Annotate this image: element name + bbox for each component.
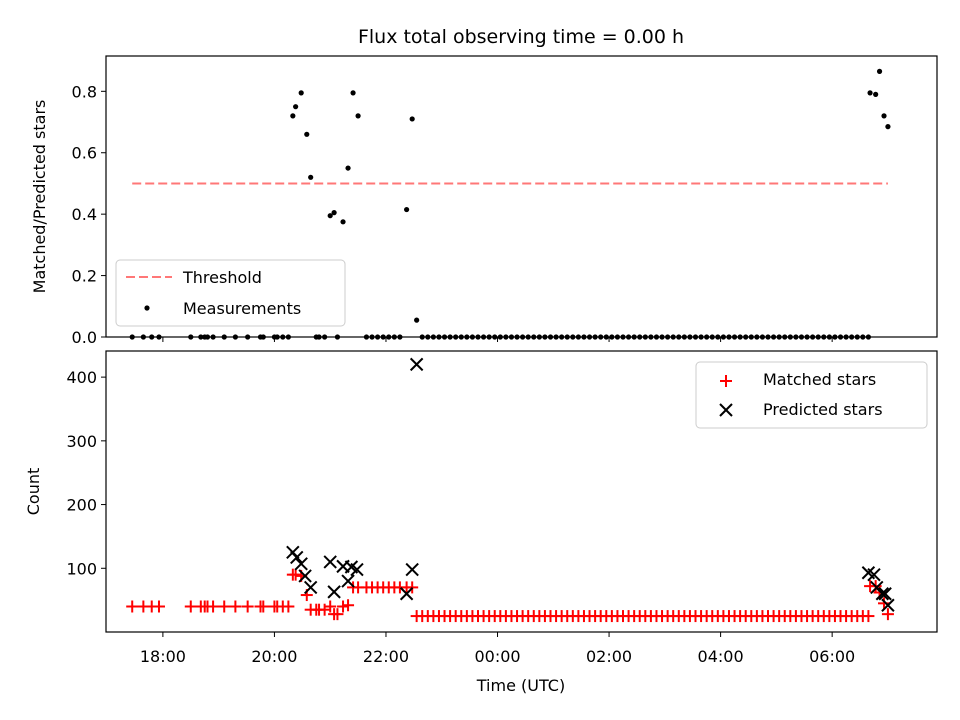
predicted-star-point xyxy=(875,587,890,601)
measurement-point xyxy=(327,213,333,219)
measurement-point xyxy=(340,219,346,225)
measurements-legend-swatch xyxy=(144,305,150,311)
x-tick-label: 06:00 xyxy=(809,647,855,666)
x-tick-label: 04:00 xyxy=(698,647,744,666)
matched-star-point xyxy=(289,568,302,581)
measurement-point xyxy=(355,113,361,119)
ratio-axes-frame xyxy=(105,55,938,338)
matched-star-point xyxy=(331,608,344,621)
matched-star-point xyxy=(878,597,891,610)
predicted-star-point xyxy=(867,567,881,582)
measurement-point xyxy=(345,165,351,171)
x-axis-label: Time (UTC) xyxy=(476,676,565,695)
matched-star-point xyxy=(241,600,254,613)
y-tick-label: 0.6 xyxy=(72,144,97,163)
y-tick-label: 300 xyxy=(66,432,97,451)
predicted-star-point xyxy=(409,357,424,372)
threshold-legend-label: Threshold xyxy=(182,268,262,287)
predicted-star-point xyxy=(405,562,419,577)
measurements-legend-label: Measurements xyxy=(183,299,301,318)
x-tick-label: 20:00 xyxy=(251,647,297,666)
matched-star-point xyxy=(218,600,231,613)
ratio-x-ticks xyxy=(162,337,833,342)
count-y-axis-label: Count xyxy=(24,468,43,516)
figure-title: Flux total observing time = 0.00 h xyxy=(358,26,684,48)
x-tick-label: 22:00 xyxy=(363,647,409,666)
y-tick-label: 100 xyxy=(66,559,97,578)
count-legend-box xyxy=(695,361,928,429)
y-tick-label: 0.2 xyxy=(72,267,97,286)
ratio-legend-box xyxy=(115,259,346,327)
predicted-star-point xyxy=(298,569,312,583)
measurement-point xyxy=(304,131,310,137)
predicted-star-point xyxy=(878,587,892,601)
count-axes-frame xyxy=(105,350,938,633)
measurement-point xyxy=(298,90,304,96)
matched-star-point xyxy=(257,600,270,613)
predicted-star-point xyxy=(303,580,318,595)
y-tick-label: 0.8 xyxy=(72,82,97,101)
measurement-point xyxy=(867,90,873,96)
matched-star-point xyxy=(207,600,220,613)
matched-star-point xyxy=(862,610,875,623)
predicted-star-point xyxy=(294,557,308,571)
count-x-ticks: 18:00 20:00 22:00 00:00 02:00 04:00 06:00 xyxy=(140,632,855,666)
matched-star-point xyxy=(342,599,355,612)
matched-star-point xyxy=(282,600,295,613)
count-marks xyxy=(126,357,895,623)
predicted-star-point xyxy=(881,598,895,612)
predicted-star-point xyxy=(323,555,337,569)
matched-legend-swatch xyxy=(720,375,732,387)
matched-star-point xyxy=(881,608,894,621)
x-tick-label: 00:00 xyxy=(474,647,520,666)
predicted-star-point xyxy=(290,550,304,565)
matched-star-point xyxy=(126,600,139,613)
measurement-point xyxy=(409,116,415,122)
measurement-point xyxy=(881,113,887,119)
y-tick-label: 0.4 xyxy=(72,205,97,224)
predicted-star-point xyxy=(350,562,364,577)
predicted-star-point xyxy=(399,587,414,601)
predicted-star-point xyxy=(327,585,341,599)
y-tick-label: 400 xyxy=(66,368,97,387)
x-tick-label: 02:00 xyxy=(586,647,632,666)
measurement-point xyxy=(350,90,356,96)
measurement-point xyxy=(414,317,420,323)
count-legend: Matched stars Predicted stars xyxy=(695,361,928,429)
matched-star-point xyxy=(229,600,242,613)
matched-star-point xyxy=(184,600,197,613)
y-tick-label: 0.0 xyxy=(72,328,97,347)
y-tick-label: 200 xyxy=(66,496,97,515)
predicted-legend-swatch xyxy=(719,403,733,417)
measurement-point xyxy=(308,174,314,180)
x-tick-label: 18:00 xyxy=(140,647,186,666)
predicted-legend-label: Predicted stars xyxy=(763,400,883,419)
ratio-legend: Threshold Measurements xyxy=(115,259,346,327)
matched-star-point xyxy=(152,600,165,613)
measurement-point xyxy=(331,210,337,216)
predicted-star-point xyxy=(341,574,355,588)
measurement-point xyxy=(290,113,296,119)
measurement-point xyxy=(873,91,879,97)
measurement-point xyxy=(885,124,891,130)
ratio-y-axis-label: Matched/Predicted stars xyxy=(30,100,49,294)
ratio-panel: 0.00.20.40.60.8 Matched/Predicted stars … xyxy=(30,55,938,347)
count-panel: 100 200 300 400 18:00 20:00 22:00 00:00 02:00 04… xyxy=(24,350,938,695)
count-y-ticks: 100 200 300 400 xyxy=(66,368,106,578)
measurement-point xyxy=(876,68,883,74)
matched-star-point xyxy=(337,600,350,613)
measurement-point xyxy=(293,104,299,110)
matched-star-point xyxy=(324,600,337,613)
ratio-y-ticks: 0.0 0.2 0.4 0.6 0.8 xyxy=(72,82,106,347)
matched-legend-label: Matched stars xyxy=(763,370,876,389)
measurement-point xyxy=(404,206,410,213)
